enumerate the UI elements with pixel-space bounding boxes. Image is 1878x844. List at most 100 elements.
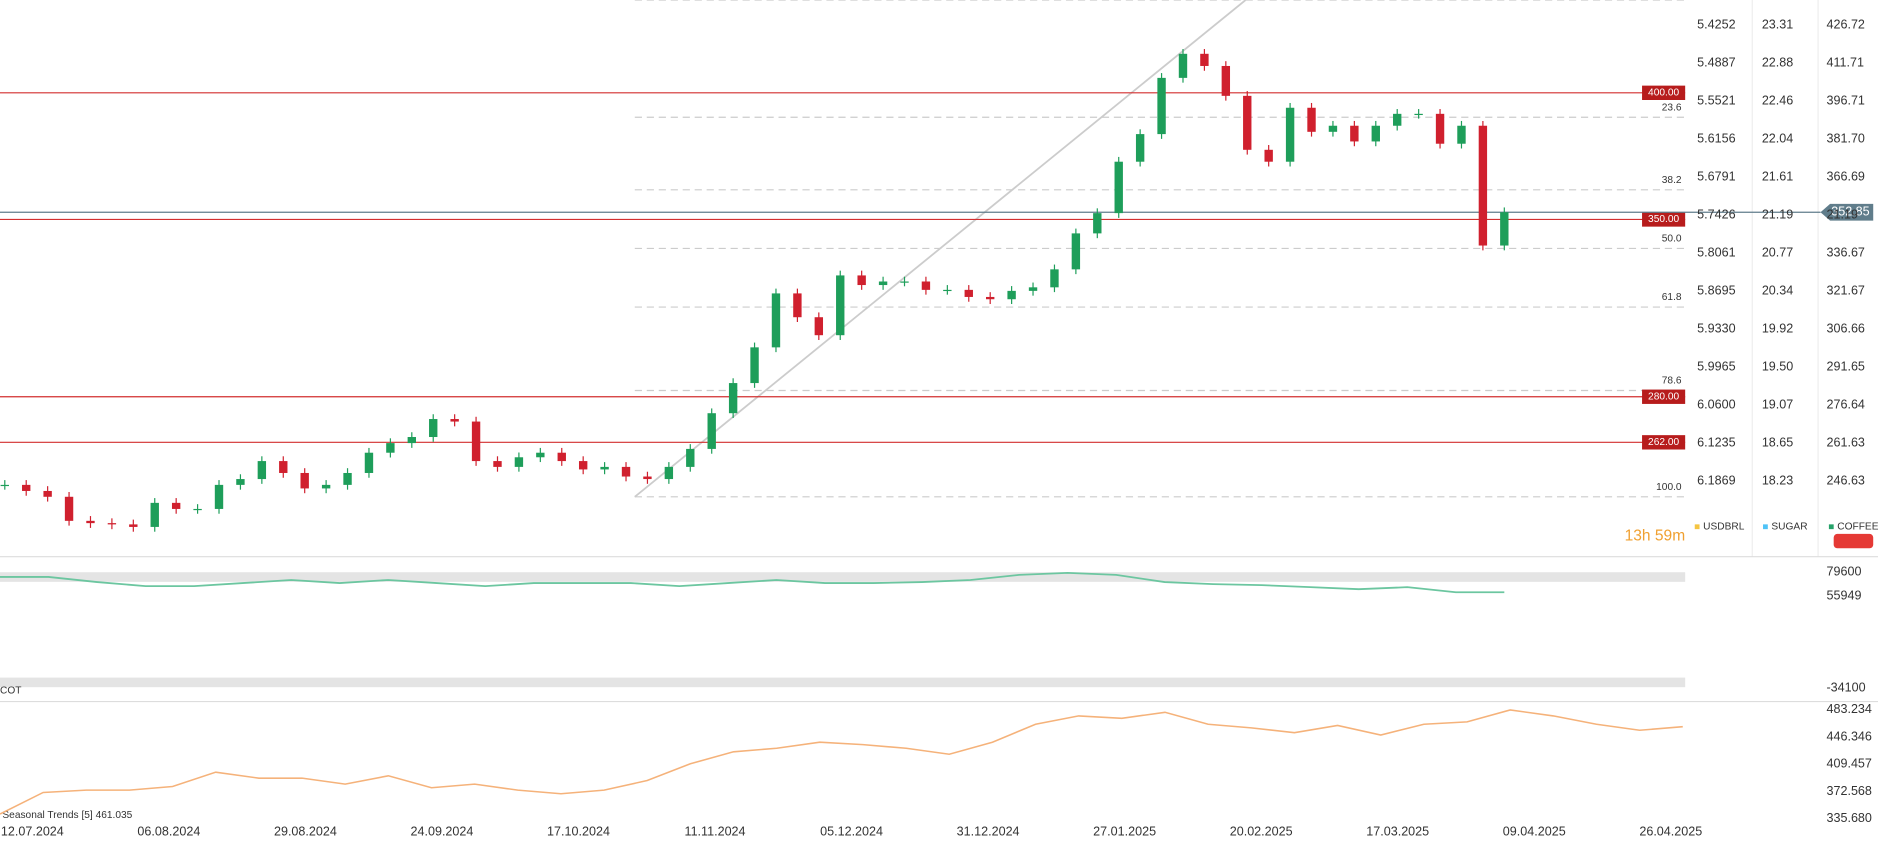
candle: [193, 508, 202, 511]
cot-tick-label: -34100: [1826, 681, 1865, 695]
coffee-tick-label: 396.71: [1826, 93, 1864, 107]
candle: [557, 452, 566, 462]
level-badge: [1642, 435, 1686, 450]
coffee-tick-label: 366.69: [1826, 170, 1864, 184]
candle: [728, 383, 738, 414]
candle: [986, 296, 995, 300]
status-badge: [1833, 533, 1874, 549]
coffee-tick-label: 381.70: [1826, 131, 1864, 145]
candle: [1135, 134, 1145, 162]
candle: [836, 275, 845, 336]
candle: [1435, 113, 1445, 144]
candle: [107, 523, 117, 525]
candle: [1178, 53, 1188, 78]
current-price-label: 352.85: [1831, 205, 1869, 219]
level-label: 400.00: [1648, 88, 1679, 99]
legend-label: SUGAR: [1771, 521, 1807, 532]
candle: [1050, 269, 1059, 288]
coffee-tick-label: 276.64: [1826, 398, 1864, 412]
date-label: 05.12.2024: [820, 824, 883, 838]
candle: [343, 472, 352, 485]
date-label: 11.11.2024: [685, 824, 746, 838]
fib-label: 78.6: [1662, 376, 1682, 387]
candle: [1071, 233, 1081, 270]
sugar-tick-label: 22.88: [1762, 55, 1793, 69]
fib-label: 61.8: [1662, 292, 1682, 303]
candle: [1028, 287, 1038, 291]
usdbrl-tick-label: 5.4887: [1697, 55, 1735, 69]
usdbrl-tick-label: 5.7426: [1697, 208, 1735, 222]
coffee-tick-label: 291.65: [1826, 360, 1864, 374]
sugar-tick-label: 22.46: [1762, 93, 1793, 107]
candle: [64, 496, 74, 521]
candle: [921, 281, 931, 290]
candle: [257, 461, 267, 480]
candle: [236, 479, 245, 485]
candle: [1264, 149, 1273, 162]
candle: [857, 275, 866, 286]
sugar-tick-label: 22.04: [1762, 131, 1793, 145]
candle: [493, 461, 502, 467]
candle: [214, 484, 224, 509]
candle: [300, 472, 309, 489]
candle: [1457, 125, 1466, 144]
candle: [279, 461, 288, 473]
sugar-tick-label: 19.92: [1762, 322, 1793, 336]
candle: [171, 502, 181, 509]
sugar-tick-label: 18.65: [1762, 436, 1793, 450]
sugar-tick-label: 20.77: [1762, 246, 1793, 260]
candle: [1393, 113, 1402, 126]
candle: [129, 524, 138, 527]
sugar-tick-label: 21.61: [1762, 170, 1793, 184]
usdbrl-tick-label: 5.6791: [1697, 170, 1735, 184]
date-label: 06.08.2024: [137, 824, 200, 838]
coffee-tick-label: 246.63: [1826, 474, 1864, 488]
coffee-tick-label: 261.63: [1826, 436, 1864, 450]
level-label: 280.00: [1648, 391, 1679, 402]
coffee-tick-label: 21.19: [1826, 208, 1857, 222]
legend-swatch: [1694, 524, 1700, 530]
candle: [1350, 125, 1359, 142]
date-label: 09.04.2025: [1503, 824, 1566, 838]
candle: [1221, 65, 1231, 96]
date-label: 27.01.2025: [1093, 824, 1156, 838]
candle: [643, 476, 652, 480]
date-label: 17.03.2025: [1366, 824, 1429, 838]
candle: [943, 289, 952, 292]
candle: [86, 520, 95, 524]
candle: [707, 413, 716, 449]
candle: [1500, 212, 1509, 246]
usdbrl-tick-label: 6.0600: [1697, 398, 1735, 412]
coffee-tick-label: 321.67: [1826, 284, 1864, 298]
usdbrl-tick-label: 5.6156: [1697, 131, 1735, 145]
candle: [878, 281, 888, 286]
candle: [621, 466, 631, 477]
seasonal-tick-label: 409.457: [1826, 757, 1871, 771]
candle: [750, 347, 759, 384]
candle: [1307, 107, 1316, 132]
date-label: 31.12.2024: [957, 824, 1020, 838]
seasonal-label: Seasonal Trends [5] 461.035: [2, 810, 132, 821]
legend-swatch: [1828, 524, 1834, 530]
seasonal-tick-label: 372.568: [1826, 784, 1871, 798]
sugar-tick-label: 18.23: [1762, 474, 1793, 488]
candle: [1478, 125, 1488, 246]
candle: [771, 293, 781, 348]
candle: [1093, 213, 1102, 234]
panel-band: [0, 677, 1686, 688]
candle: [1114, 161, 1123, 214]
candle: [900, 281, 909, 283]
usdbrl-tick-label: 5.9330: [1697, 322, 1735, 336]
coffee-tick-label: 306.66: [1826, 322, 1864, 336]
sugar-tick-label: 19.50: [1762, 360, 1793, 374]
panel-band: [0, 572, 1686, 582]
fib-label: 100.0: [1656, 482, 1682, 493]
sugar-tick-label: 21.19: [1762, 208, 1793, 222]
candle: [964, 289, 973, 297]
candle: [1371, 125, 1380, 142]
cot-label: COT: [0, 685, 21, 696]
candle: [686, 448, 695, 467]
seasonal-tick-label: 446.346: [1826, 729, 1871, 743]
date-label: 17.10.2024: [547, 824, 610, 838]
